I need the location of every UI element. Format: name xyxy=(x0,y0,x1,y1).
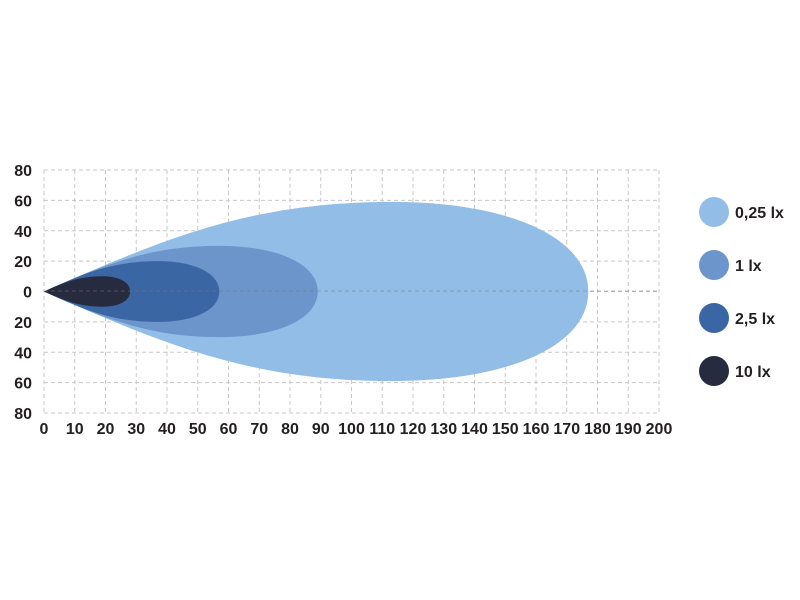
x-tick-label: 120 xyxy=(400,421,427,438)
x-tick-label: 170 xyxy=(553,421,580,438)
x-tick-label: 80 xyxy=(281,421,299,438)
x-tick-label: 160 xyxy=(523,421,550,438)
x-tick-label: 180 xyxy=(584,421,611,438)
y-tick-label: 20 xyxy=(14,254,32,271)
beam-contours xyxy=(44,201,659,382)
legend: 0,25 lx 1 lx 2,5 lx 10 lx xyxy=(699,197,784,386)
x-tick-label: 40 xyxy=(158,421,176,438)
x-tick-label: 190 xyxy=(615,421,642,438)
x-tick-label: 110 xyxy=(369,421,395,438)
legend-swatch xyxy=(699,356,729,386)
y-tick-label: 60 xyxy=(14,376,32,393)
x-tick-label: 50 xyxy=(189,421,207,438)
x-tick-label: 10 xyxy=(66,421,84,438)
y-axis-ticks: 80 60 40 20 0 20 40 60 80 xyxy=(14,163,32,423)
x-tick-label: 60 xyxy=(220,421,238,438)
y-tick-label: 40 xyxy=(14,224,32,241)
x-tick-label: 150 xyxy=(492,421,519,438)
x-tick-label: 0 xyxy=(40,421,49,438)
x-tick-label: 30 xyxy=(127,421,145,438)
legend-swatch xyxy=(699,197,729,227)
x-tick-label: 90 xyxy=(312,421,330,438)
x-tick-label: 130 xyxy=(430,421,457,438)
y-tick-label: 80 xyxy=(14,163,32,180)
legend-label: 1 lx xyxy=(735,258,762,275)
legend-label: 0,25 lx xyxy=(735,205,784,222)
y-tick-label: 20 xyxy=(14,315,32,332)
x-tick-label: 100 xyxy=(338,421,365,438)
y-tick-label: 80 xyxy=(14,406,32,423)
x-tick-label: 140 xyxy=(461,421,488,438)
legend-swatch xyxy=(699,303,729,333)
x-axis-ticks: 0 10 20 30 40 50 60 70 80 90 100 110 120 130 140 150 160… xyxy=(40,421,673,438)
x-tick-label: 70 xyxy=(250,421,268,438)
legend-label: 10 lx xyxy=(735,364,771,381)
y-tick-label: 40 xyxy=(14,345,32,362)
x-tick-label: 200 xyxy=(646,421,673,438)
y-tick-label: 0 xyxy=(23,285,32,302)
x-tick-label: 20 xyxy=(97,421,115,438)
legend-label: 2,5 lx xyxy=(735,311,775,328)
y-tick-label: 60 xyxy=(14,193,32,210)
legend-swatch xyxy=(699,250,729,280)
